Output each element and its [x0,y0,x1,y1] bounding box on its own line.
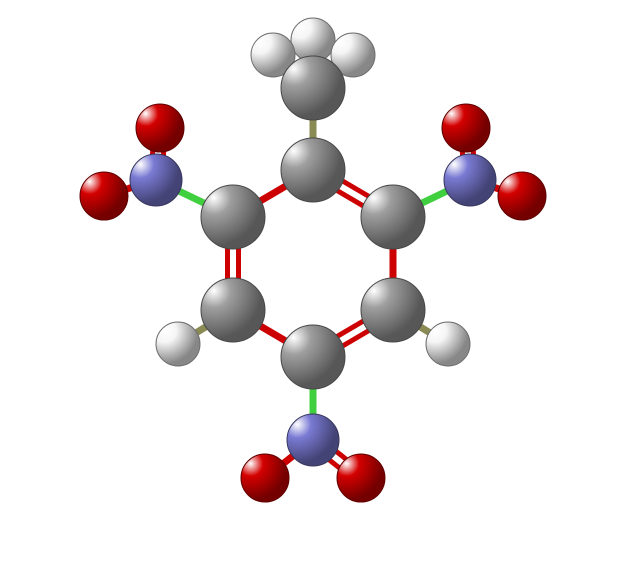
atom-O [241,454,289,502]
atom-C [361,185,425,249]
atom-N [444,154,496,206]
atom-O [337,454,385,502]
atom-C [281,138,345,202]
atom-O [498,172,546,220]
atom-C [361,278,425,342]
atom-N [287,414,339,466]
atom-H [426,322,470,366]
atom-C [281,56,345,120]
atom-O [442,104,490,152]
atom-O [136,104,184,152]
atom-C [201,278,265,342]
atom-H [291,18,335,62]
atom-C [201,185,265,249]
atom-O [80,172,128,220]
molecule-diagram [0,0,626,573]
atoms-group [80,18,546,502]
atom-H [156,322,200,366]
atom-N [130,154,182,206]
atom-C [281,325,345,389]
